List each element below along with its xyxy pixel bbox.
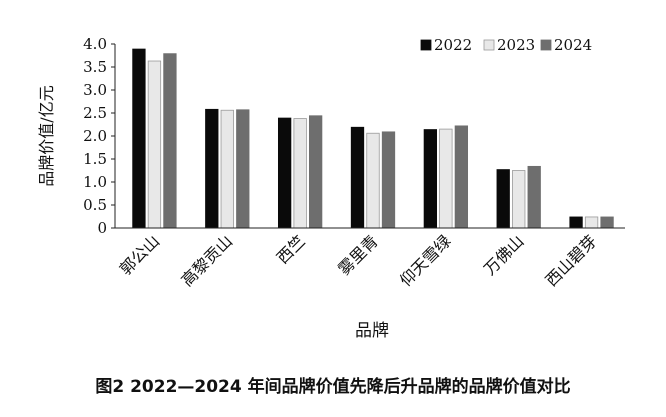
x-tick-label: 雾里青 <box>334 231 381 278</box>
x-tick-label: 西山碧芽 <box>542 231 601 290</box>
y-axis: 0 0.5 1.0 1.5 2.0 2.5 3.0 3.5 4.0 <box>83 35 116 237</box>
bar-2024-3 <box>381 131 396 229</box>
legend-swatch-2022 <box>420 39 432 51</box>
bar-2023-2 <box>293 118 307 229</box>
bar-2024-1 <box>236 109 250 229</box>
bar-2024-5 <box>527 165 541 229</box>
x-axis: 郭公山 高黎贡山 西竺 雾里青 仰天雪绿 万佛山 西山碧芽 <box>115 227 625 290</box>
legend-label-2023: 2023 <box>497 36 535 54</box>
bar-2023-6 <box>584 216 599 229</box>
bar-2022-2 <box>277 117 292 229</box>
x-tick-label: 郭公山 <box>116 231 163 278</box>
x-tick-label: 仰天雪绿 <box>396 231 455 290</box>
bar-2023-5 <box>512 170 526 229</box>
x-tick-label: 西竺 <box>273 231 309 267</box>
bar-2024-0 <box>163 53 177 229</box>
legend-label-2024: 2024 <box>554 36 592 54</box>
legend: 2022 2023 2024 <box>420 36 592 54</box>
y-tick-label: 3.5 <box>83 58 107 76</box>
bar-2023-4 <box>439 128 453 229</box>
legend-swatch-2024 <box>540 39 552 51</box>
bar-2022-1 <box>205 108 219 229</box>
bar-2024-6 <box>600 216 614 229</box>
bar-chart: 0 0.5 1.0 1.5 2.0 2.5 3.0 3.5 4.0 郭公山 高黎贡山 西竺 雾里青 仰天… <box>37 35 625 341</box>
y-tick-label: 0 <box>97 219 107 237</box>
bar-2024-2 <box>308 115 323 229</box>
y-tick-label: 3.0 <box>83 81 107 99</box>
bar-2023-1 <box>220 109 234 229</box>
y-tick-label: 1.5 <box>83 150 107 168</box>
figure-caption: 图2 2022—2024 年间品牌价值先降后升品牌的品牌价值对比 <box>95 377 571 397</box>
y-tick-label: 0.5 <box>83 196 107 214</box>
legend-swatch-2023 <box>483 39 495 51</box>
bar-2023-0 <box>147 60 162 229</box>
x-axis-label: 品牌 <box>355 321 389 341</box>
y-axis-label: 品牌价值/亿元 <box>37 85 56 186</box>
legend-label-2022: 2022 <box>434 36 472 54</box>
bar-2022-4 <box>423 129 438 229</box>
bars <box>132 48 614 229</box>
x-tick-label: 万佛山 <box>480 231 527 278</box>
bar-2022-3 <box>350 126 365 229</box>
y-tick-label: 2.0 <box>83 127 107 145</box>
bar-2024-4 <box>454 125 469 229</box>
y-tick-label: 1.0 <box>83 173 107 191</box>
bar-2022-0 <box>132 48 146 229</box>
y-tick-label: 2.5 <box>83 104 107 122</box>
x-tick-label: 高黎贡山 <box>177 231 236 290</box>
bar-2022-5 <box>496 169 510 229</box>
y-tick-label: 4.0 <box>83 35 107 53</box>
bar-2023-3 <box>366 132 380 229</box>
bar-2022-6 <box>569 216 583 229</box>
